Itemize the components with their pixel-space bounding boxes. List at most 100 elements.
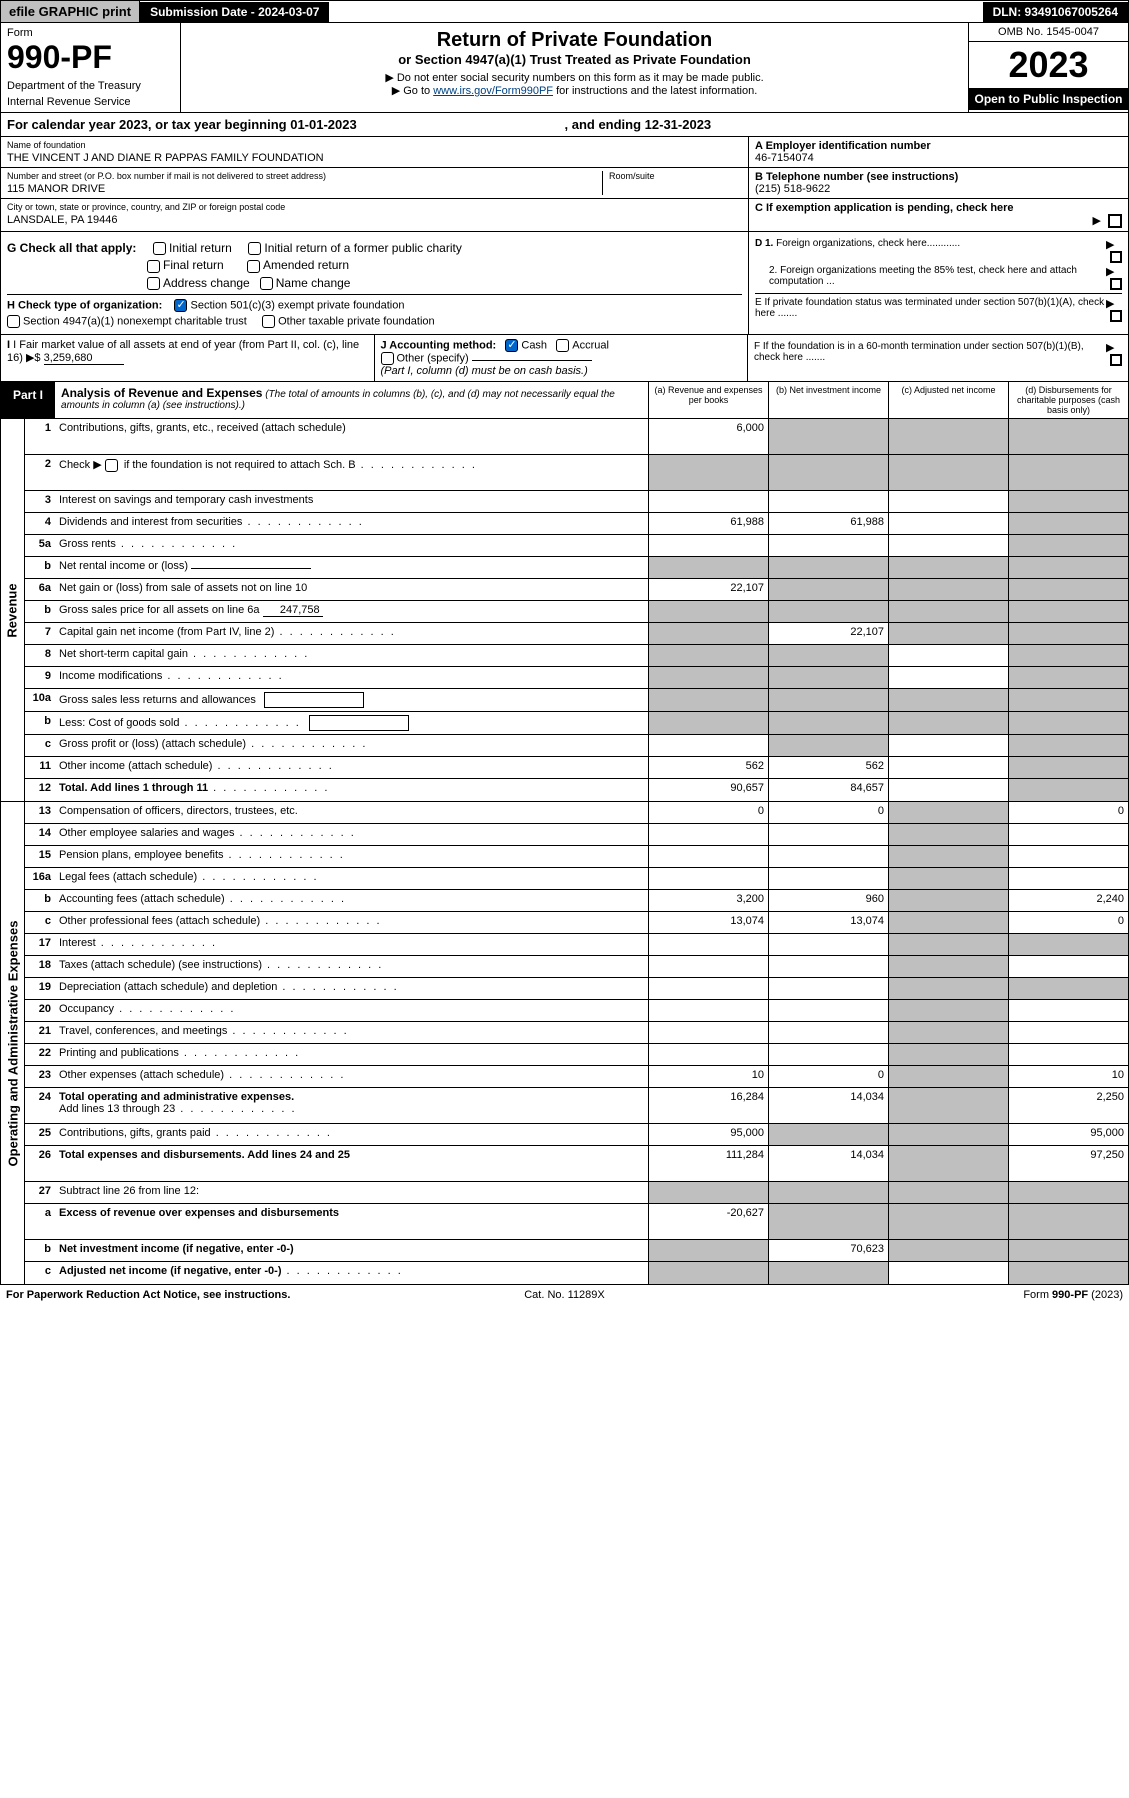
j-label: J Accounting method: xyxy=(381,339,497,351)
form-ref: Form 990-PF (2023) xyxy=(751,1289,1123,1301)
row-15: 15Pension plans, employee benefits xyxy=(25,846,1128,868)
row-16a: 16aLegal fees (attach schedule) xyxy=(25,868,1128,890)
other-specify xyxy=(472,360,592,361)
checkbox-schb[interactable] xyxy=(105,459,118,472)
revenue-body: 1Contributions, gifts, grants, etc., rec… xyxy=(25,419,1128,801)
options-block: G Check all that apply: Initial return I… xyxy=(0,232,1129,335)
checkbox-initial[interactable] xyxy=(153,242,166,255)
checkbox-addrchange[interactable] xyxy=(147,277,160,290)
checkbox-other[interactable] xyxy=(381,352,394,365)
year-begin: For calendar year 2023, or tax year begi… xyxy=(7,117,565,132)
city-value: LANSDALE, PA 19446 xyxy=(7,214,742,226)
row-27a: aExcess of revenue over expenses and dis… xyxy=(25,1204,1128,1240)
col-b-hdr: (b) Net investment income xyxy=(768,382,888,418)
row-19: 19Depreciation (attach schedule) and dep… xyxy=(25,978,1128,1000)
checkbox-d2[interactable] xyxy=(1110,278,1122,290)
row-27b: bNet investment income (if negative, ent… xyxy=(25,1240,1128,1262)
part1-desc: Analysis of Revenue and Expenses (The to… xyxy=(55,382,648,418)
col-a-hdr: (a) Revenue and expenses per books xyxy=(648,382,768,418)
ein-label: A Employer identification number xyxy=(755,140,931,152)
name-label: Name of foundation xyxy=(7,140,742,150)
h2: Section 4947(a)(1) nonexempt charitable … xyxy=(23,315,247,327)
calendar-year-row: For calendar year 2023, or tax year begi… xyxy=(0,113,1129,137)
ein-value: 46-7154074 xyxy=(755,152,1122,164)
e-text: E If private foundation status was termi… xyxy=(755,297,1106,322)
identity-block: Name of foundation THE VINCENT J AND DIA… xyxy=(0,137,1129,232)
part1-header: Part I Analysis of Revenue and Expenses … xyxy=(0,382,1129,419)
checkbox-othertax[interactable] xyxy=(262,315,275,328)
row-6b: bGross sales price for all assets on lin… xyxy=(25,601,1128,623)
submission-date: Submission Date - 2024-03-07 xyxy=(140,2,329,22)
tax-year: 2023 xyxy=(969,42,1128,88)
open-public: Open to Public Inspection xyxy=(969,88,1128,110)
d1-text: Foreign organizations, check here.......… xyxy=(776,238,960,249)
g2: Initial return of a former public charit… xyxy=(264,241,461,255)
note-ssn: ▶ Do not enter social security numbers o… xyxy=(187,71,962,84)
row-11: 11Other income (attach schedule)562562 xyxy=(25,757,1128,779)
row-6a: 6aNet gain or (loss) from sale of assets… xyxy=(25,579,1128,601)
f-text: F If the foundation is in a 60-month ter… xyxy=(754,341,1106,366)
checkbox-501c3[interactable] xyxy=(174,299,187,312)
checkbox-cash[interactable] xyxy=(505,339,518,352)
address-row: Number and street (or P.O. box number if… xyxy=(1,168,748,199)
checkbox-accrual[interactable] xyxy=(556,339,569,352)
checkbox-final[interactable] xyxy=(147,260,160,273)
row-7: 7Capital gain net income (from Part IV, … xyxy=(25,623,1128,645)
row-10b: bLess: Cost of goods sold xyxy=(25,712,1128,735)
row-5b: bNet rental income or (loss) xyxy=(25,557,1128,579)
row-10c: cGross profit or (loss) (attach schedule… xyxy=(25,735,1128,757)
dln-label: DLN: 93491067005264 xyxy=(983,2,1128,22)
checkbox-4947[interactable] xyxy=(7,315,20,328)
row-2: 2Check ▶ if the foundation is not requir… xyxy=(25,455,1128,491)
dept-treasury: Department of the Treasury xyxy=(7,80,174,92)
d2-text: 2. Foreign organizations meeting the 85%… xyxy=(755,265,1106,290)
j-note: (Part I, column (d) must be on cash basi… xyxy=(381,365,742,377)
page-footer: For Paperwork Reduction Act Notice, see … xyxy=(0,1285,1129,1305)
foundation-name: THE VINCENT J AND DIANE R PAPPAS FAMILY … xyxy=(7,152,742,164)
f-row: F If the foundation is in a 60-month ter… xyxy=(754,341,1122,366)
row-27: 27Subtract line 26 from line 12: xyxy=(25,1182,1128,1204)
checkbox-initial-former[interactable] xyxy=(248,242,261,255)
checkbox-namechange[interactable] xyxy=(260,277,273,290)
identity-left: Name of foundation THE VINCENT J AND DIA… xyxy=(1,137,748,231)
row-26: 26Total expenses and disbursements. Add … xyxy=(25,1146,1128,1182)
row-13: 13Compensation of officers, directors, t… xyxy=(25,802,1128,824)
i-block: I I Fair market value of all assets at e… xyxy=(1,335,375,381)
g-row3: Address change Name change xyxy=(7,276,742,290)
j1: Cash xyxy=(521,339,547,351)
checkbox-c[interactable] xyxy=(1108,214,1122,228)
col-c-hdr: (c) Adjusted net income xyxy=(888,382,1008,418)
g4: Amended return xyxy=(263,258,349,272)
checkbox-f[interactable] xyxy=(1110,354,1122,366)
row-25: 25Contributions, gifts, grants paid95,00… xyxy=(25,1124,1128,1146)
efile-print-button[interactable]: efile GRAPHIC print xyxy=(1,1,140,22)
checkbox-amended[interactable] xyxy=(247,260,260,273)
form-header: Form 990-PF Department of the Treasury I… xyxy=(0,23,1129,113)
phone-label: B Telephone number (see instructions) xyxy=(755,171,958,183)
addr-label: Number and street (or P.O. box number if… xyxy=(7,171,602,181)
row-10a: 10aGross sales less returns and allowanc… xyxy=(25,689,1128,712)
checkbox-e[interactable] xyxy=(1110,310,1122,322)
top-bar-left: efile GRAPHIC print Submission Date - 20… xyxy=(1,1,983,22)
row-24: 24Total operating and administrative exp… xyxy=(25,1088,1128,1124)
h-row2: Section 4947(a)(1) nonexempt charitable … xyxy=(7,315,742,328)
exemption-label: C If exemption application is pending, c… xyxy=(755,202,1014,214)
cat-no: Cat. No. 11289X xyxy=(378,1289,750,1301)
checkbox-d1[interactable] xyxy=(1110,251,1122,263)
d2-row: 2. Foreign organizations meeting the 85%… xyxy=(755,265,1122,290)
note-url: ▶ Go to www.irs.gov/Form990PF for instru… xyxy=(187,84,962,97)
row-4: 4Dividends and interest from securities6… xyxy=(25,513,1128,535)
exemption-check: ▶ xyxy=(755,214,1122,228)
hijf-block: I I Fair market value of all assets at e… xyxy=(0,335,1129,382)
row-16c: cOther professional fees (attach schedul… xyxy=(25,912,1128,934)
h-label: H Check type of organization: xyxy=(7,299,162,311)
irs-link[interactable]: www.irs.gov/Form990PF xyxy=(433,85,553,97)
g3: Final return xyxy=(163,258,224,272)
row-18: 18Taxes (attach schedule) (see instructi… xyxy=(25,956,1128,978)
header-left: Form 990-PF Department of the Treasury I… xyxy=(1,23,181,112)
row-3: 3Interest on savings and temporary cash … xyxy=(25,491,1128,513)
row-12: 12Total. Add lines 1 through 1190,65784,… xyxy=(25,779,1128,801)
row-16b: bAccounting fees (attach schedule)3,2009… xyxy=(25,890,1128,912)
g-row: G Check all that apply: Initial return I… xyxy=(7,241,742,255)
phone-row: B Telephone number (see instructions) (2… xyxy=(749,168,1128,199)
